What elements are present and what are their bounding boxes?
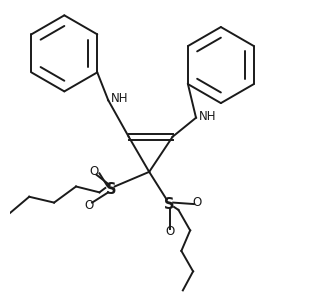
Text: O: O [193, 196, 202, 209]
Text: O: O [89, 165, 98, 178]
Text: O: O [85, 199, 94, 212]
Text: NH: NH [111, 92, 129, 105]
Text: S: S [164, 197, 175, 212]
Text: S: S [106, 182, 116, 197]
Text: O: O [165, 225, 174, 238]
Text: NH: NH [199, 110, 216, 123]
